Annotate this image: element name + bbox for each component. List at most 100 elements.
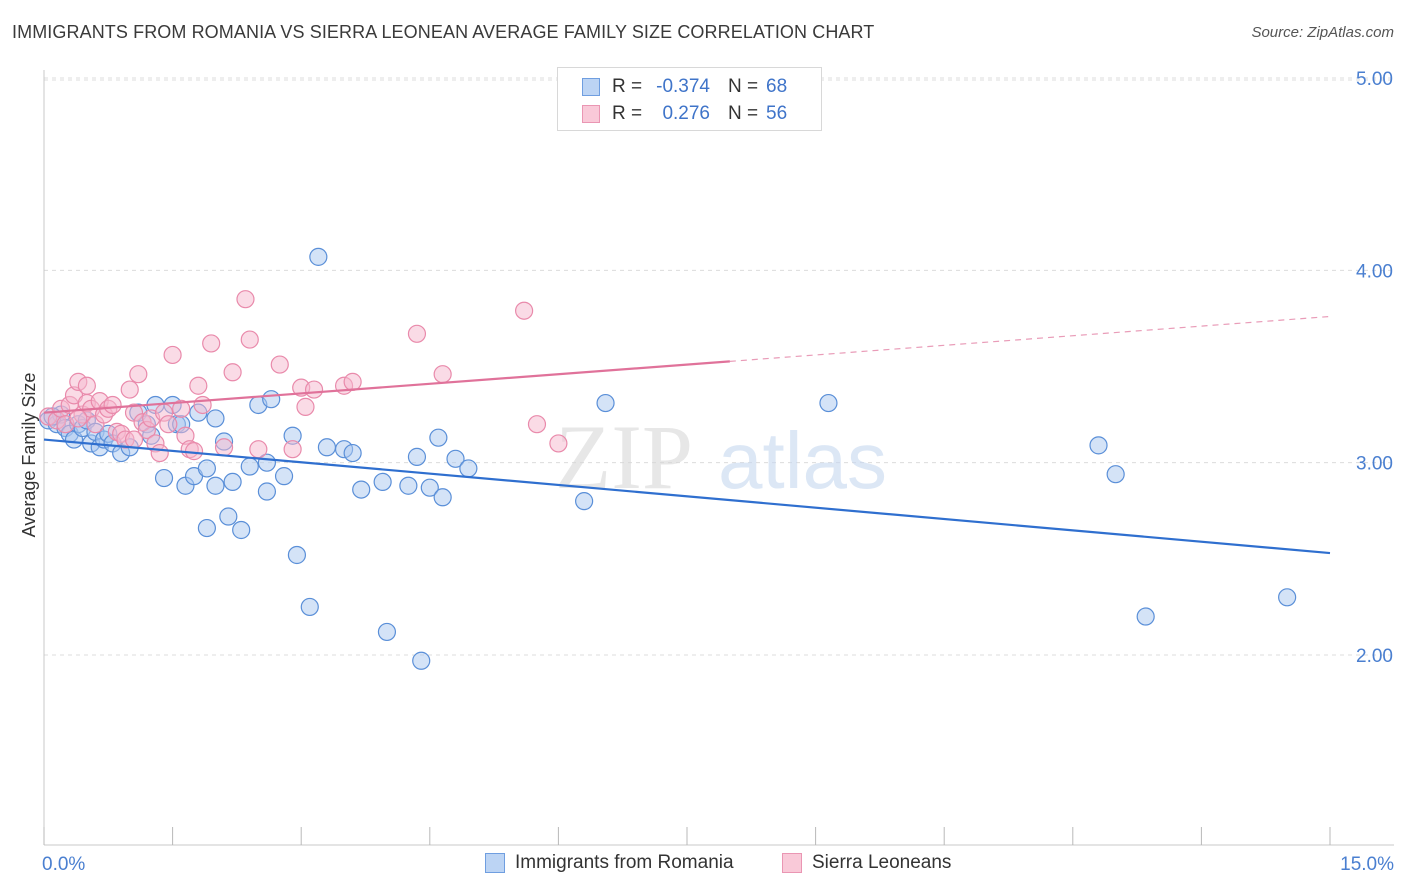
data-point-sierra-leonean [296, 397, 315, 416]
data-point-romania [412, 651, 431, 670]
data-point-sierra-leonean [549, 434, 568, 453]
watermark-zip: ZIP [555, 406, 693, 508]
data-point-romania [343, 443, 362, 463]
trendlines [43, 315, 1331, 555]
data-point-sierra-leonean [202, 334, 221, 353]
legend-r-label: R = [612, 76, 643, 97]
source-label: Source: ZipAtlas.com [1251, 24, 1394, 41]
data-point-sierra-leonean [240, 330, 259, 349]
data-point-romania [596, 393, 615, 413]
legend-item-sierra[interactable]: Sierra Leoneans [782, 852, 951, 874]
legend-row-sierra: R = 0.276 N = 56 [582, 101, 787, 127]
data-point-romania [262, 390, 281, 409]
trendline-sierra-leonean-solid [43, 360, 730, 414]
data-point-romania [459, 459, 478, 478]
data-point-sierra-leonean [129, 365, 148, 384]
data-point-sierra-leonean [407, 324, 427, 343]
data-point-romania [240, 457, 259, 476]
data-point-romania [819, 393, 838, 413]
data-point-sierra-leonean [184, 442, 204, 461]
y-tick-label: 2.00 [1356, 646, 1393, 667]
data-point-romania [1278, 588, 1297, 607]
data-point-sierra-leonean [77, 376, 96, 395]
data-point-sierra-leonean [527, 415, 547, 434]
trendline-sierra-leonean-dashed [729, 315, 1331, 362]
data-point-sierra-leonean [103, 395, 122, 415]
data-point-sierra-leonean [433, 365, 452, 384]
data-point-romania [399, 476, 418, 495]
gridlines [44, 77, 1394, 656]
data-point-romania [206, 476, 225, 495]
data-point-romania [352, 480, 371, 499]
data-point-sierra-leonean [69, 409, 88, 428]
data-point-romania [232, 520, 251, 540]
data-point-romania [154, 468, 174, 488]
axes: 2.00 3.00 4.00 5.00 [43, 69, 1394, 846]
x-tick-label-max: 15.0% [1340, 854, 1394, 875]
y-axis-label: Average Family Size [19, 373, 39, 538]
data-point-sierra-leonean [223, 363, 242, 382]
trendline-romania [43, 438, 1331, 555]
data-point-sierra-leonean [304, 380, 324, 399]
data-point-romania [433, 488, 452, 507]
data-point-romania [373, 472, 392, 491]
legend-swatch-pink [582, 105, 600, 123]
data-point-romania [407, 447, 427, 466]
y-tick-label: 5.00 [1356, 69, 1393, 90]
data-point-romania [274, 467, 294, 486]
data-point-romania [1089, 436, 1108, 455]
data-point-romania [300, 597, 319, 617]
correlation-legend: R = -0.374 N = 68 R = 0.276 N = 56 [557, 67, 822, 131]
y-tick-label: 4.00 [1356, 261, 1393, 282]
watermark: ZIP atlas [555, 406, 887, 508]
series-legend: Immigrants from Romania Sierra Leoneans [0, 852, 1406, 878]
data-point-sierra-leonean [343, 372, 362, 391]
data-point-sierra-leonean [515, 301, 534, 320]
data-point-sierra-leonean [159, 415, 178, 434]
data-point-romania [1106, 465, 1125, 484]
data-point-sierra-leonean [236, 290, 255, 309]
legend-label-romania: Immigrants from Romania [515, 852, 734, 873]
data-point-romania [206, 409, 225, 428]
legend-r-value: 0.276 [662, 103, 710, 124]
legend-item-romania[interactable]: Immigrants from Romania [485, 852, 734, 874]
legend-n-label: N = [728, 103, 759, 124]
data-point-sierra-leonean [270, 355, 289, 374]
data-point-romania [219, 507, 238, 526]
data-point-sierra-leonean [193, 395, 212, 415]
legend-swatch-pink [782, 853, 802, 873]
data-point-sierra-leonean [214, 438, 234, 457]
data-point-sierra-leonean [172, 399, 191, 418]
data-point-romania [309, 247, 328, 266]
x-tick-label-min: 0.0% [42, 854, 85, 875]
data-point-sierra-leonean [150, 443, 169, 463]
watermark-atlas: atlas [718, 416, 887, 505]
data-point-romania [446, 449, 465, 468]
y-tick-label: 3.00 [1356, 454, 1393, 475]
data-point-romania [429, 428, 448, 447]
data-point-sierra-leonean [163, 345, 182, 365]
data-point-romania [287, 545, 307, 565]
data-point-sierra-leonean [120, 380, 139, 399]
data-point-romania [223, 472, 242, 491]
data-point-romania [197, 518, 216, 538]
legend-r-value: -0.374 [656, 76, 710, 97]
legend-swatch-blue [582, 78, 600, 96]
data-point-sierra-leonean [283, 440, 302, 459]
legend-r-label: R = [612, 103, 643, 124]
data-point-sierra-leonean [124, 430, 144, 449]
legend-label-sierra: Sierra Leoneans [812, 852, 952, 873]
data-point-romania [575, 492, 594, 511]
data-point-romania [197, 459, 216, 478]
data-point-romania [420, 478, 439, 497]
data-point-sierra-leonean [189, 376, 208, 395]
chart-title: IMMIGRANTS FROM ROMANIA VS SIERRA LEONEA… [12, 22, 875, 42]
legend-row-romania: R = -0.374 N = 68 [582, 74, 787, 100]
data-point-romania [257, 482, 277, 501]
legend-n-value: 56 [766, 103, 788, 124]
legend-n-label: N = [728, 76, 759, 97]
data-point-romania [317, 438, 337, 457]
data-point-romania [377, 622, 397, 642]
data-point-romania [1136, 607, 1155, 626]
